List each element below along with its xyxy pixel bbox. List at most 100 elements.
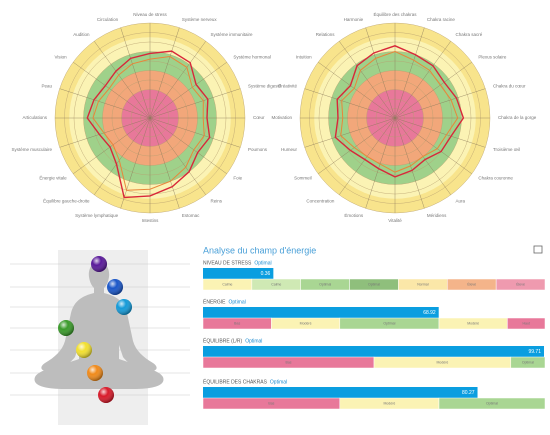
radar-spoke — [59, 117, 151, 148]
gauge-bar — [203, 346, 545, 357]
radar-spoke — [73, 117, 151, 175]
radar-label: Foie — [233, 176, 242, 181]
radar-spoke — [394, 117, 472, 175]
gauge-title: ÉQUILIBRE (L/R) — [203, 337, 243, 344]
radar-label: Vision — [54, 55, 67, 60]
radar-line — [92, 56, 205, 191]
radar-spoke — [149, 117, 241, 148]
gauge-bar — [203, 387, 478, 398]
radar-label: Aura — [456, 199, 466, 204]
gauge-segment — [438, 397, 546, 410]
gauge-segment-label: Optimal — [486, 401, 498, 405]
radar-label: Chakra sacré — [456, 32, 483, 37]
gauge-status: Optimal — [229, 299, 246, 305]
radar-spoke — [304, 117, 396, 148]
radar-label: Système musculaire — [12, 147, 53, 152]
chakra-balls — [58, 256, 132, 403]
gauge-status: Optimal — [254, 260, 271, 266]
radar-spoke — [149, 61, 227, 119]
radar-spoke — [120, 117, 151, 209]
radar-label: Sommeil — [294, 176, 312, 181]
gauge-segment-label: Modéré — [467, 321, 479, 325]
radar-spoke — [394, 88, 486, 119]
radar-spoke — [59, 88, 151, 119]
radar-line — [334, 45, 465, 178]
gauge-value: 99.71 — [528, 349, 541, 355]
radar-line — [86, 50, 211, 199]
radar-label: Créativité — [278, 83, 298, 88]
radar-label: Intestins — [142, 218, 160, 223]
gauge-segment-label: Optimal — [319, 282, 331, 286]
radar-spoke — [318, 61, 396, 119]
gauge-segment-label: Optimal — [522, 360, 534, 364]
radar-label: Système digestif — [248, 83, 282, 88]
gauge-segment-label: Haut — [522, 321, 529, 325]
radar-label: Vitalité — [388, 218, 402, 223]
radar-label: Système hormonal — [233, 55, 271, 60]
radar-label: Équilibre des chakras — [373, 11, 417, 17]
gauge-title: ÉQUILIBRE DES CHAKRAS — [203, 378, 268, 385]
radar-label: Humeur — [281, 147, 298, 152]
gauge-segment — [507, 317, 546, 330]
radar-label: Chakra de la gorge — [498, 115, 537, 120]
radar-spoke — [149, 117, 180, 209]
gauge-title: ÉNERGIE — [203, 298, 226, 305]
radar-label: Cœur — [253, 115, 265, 120]
radar-spoke — [120, 27, 151, 119]
radar-label: Reins — [211, 199, 223, 204]
radar-spoke — [73, 61, 151, 119]
radar-label: Harmonie — [344, 17, 364, 22]
radar-spoke — [93, 117, 151, 195]
radar-spoke — [149, 88, 241, 119]
chakra-figure — [10, 250, 190, 425]
radar-label: Estomac — [182, 213, 200, 218]
radar-spoke — [394, 117, 486, 148]
image-icon[interactable] — [533, 245, 543, 254]
radar-label: Niveau de stress — [133, 12, 167, 17]
radar-spoke — [149, 117, 227, 175]
gauge-segment-label: Optimal — [383, 321, 395, 325]
radar-label: Poumons — [248, 147, 268, 152]
radar-spoke — [93, 41, 151, 119]
gauge-segment — [495, 278, 546, 291]
radar-label: Peau — [42, 83, 53, 88]
gauge-bar — [203, 307, 439, 318]
gauge-segment-label: Calme — [271, 282, 281, 286]
radar-label: Énergie vitale — [39, 175, 67, 181]
radar-label: Méridiens — [427, 213, 447, 218]
meditation-silhouette — [34, 262, 164, 389]
radar-spoke — [149, 27, 180, 119]
radar-spoke — [318, 117, 396, 175]
gauge-segment-label: Élevé — [467, 281, 476, 286]
radar-label: Intuition — [296, 55, 312, 60]
radar-label: Système nerveux — [182, 17, 218, 22]
gauge-segment — [510, 356, 546, 369]
gauge-status: Optimal — [270, 379, 287, 385]
radar-label: Émotions — [344, 212, 364, 218]
radar-spoke — [394, 61, 472, 119]
radar-label: Audition — [73, 32, 90, 37]
radar-label: Système lymphatique — [75, 213, 119, 218]
radar-label: Troisième œil — [493, 147, 520, 152]
gauge-segment-label: Bas — [268, 401, 274, 405]
gauge-value: 68.92 — [423, 310, 436, 316]
gauge-segment-label: Normal — [417, 282, 429, 286]
gauge-bar — [203, 268, 274, 279]
gauge-segment-label: Modéré — [383, 401, 395, 405]
radar-label: Motivation — [271, 115, 292, 120]
radar-spoke — [394, 41, 452, 119]
radar-spoke — [304, 88, 396, 119]
gauge-segment-label: Modéré — [300, 321, 312, 325]
radar-label: Concentration — [306, 199, 335, 204]
gauge-segment-label: Calme — [222, 282, 232, 286]
gauge-value: 0.36 — [261, 271, 271, 277]
radar-spoke — [394, 117, 425, 209]
gauge-segment-label: Modéré — [436, 360, 448, 364]
radar-spoke — [338, 41, 396, 119]
radar-label: Chakra racine — [427, 17, 456, 22]
radar-label: Équilibre gauche-droite — [43, 198, 90, 204]
radar-label: Plexus solaire — [478, 55, 507, 60]
gauge-segment-label: Bas — [234, 321, 240, 325]
radar-spoke — [149, 117, 207, 195]
